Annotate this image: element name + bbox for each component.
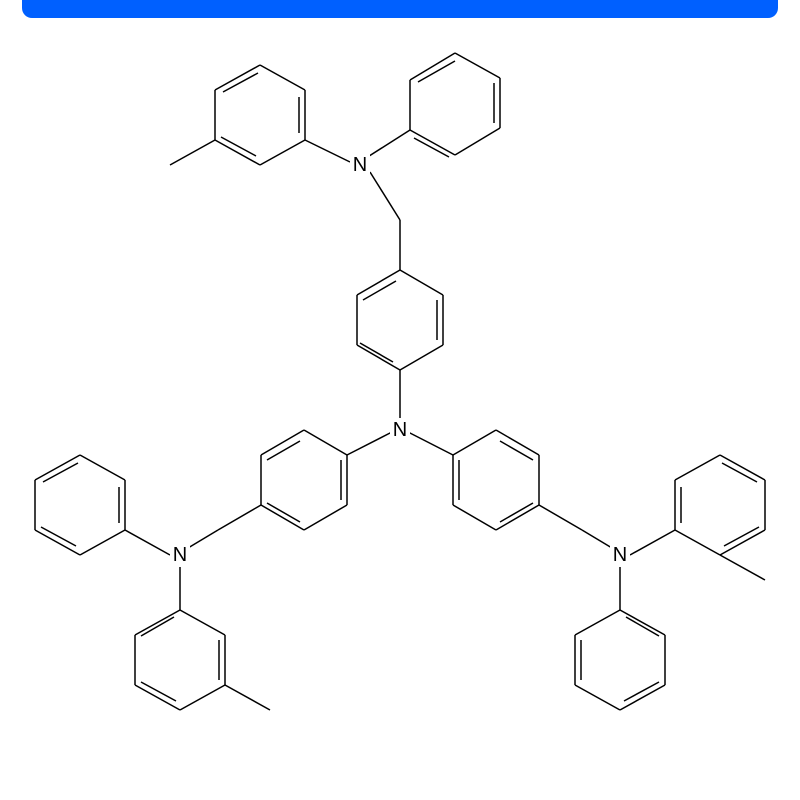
atom-label: N: [613, 544, 627, 566]
bond-line: [455, 53, 500, 78]
bond-line: [180, 610, 225, 635]
bond-line: [80, 530, 125, 555]
bond-line: [188, 530, 218, 548]
bond-line: [620, 610, 665, 635]
bond-line: [370, 172, 400, 220]
bond-line: [400, 345, 443, 370]
bond-line: [582, 530, 612, 548]
bond-line: [453, 505, 496, 530]
atoms-group: N N N N: [170, 153, 630, 567]
bond-line: [408, 432, 453, 455]
bond-line: [720, 455, 765, 480]
bond-line: [225, 685, 270, 710]
bond-line: [410, 53, 455, 80]
bond-line: [215, 65, 260, 90]
bond-line: [180, 685, 225, 710]
atom-label: N: [353, 154, 367, 176]
bond-line: [539, 505, 582, 530]
bond-line: [215, 140, 260, 165]
bond-line: [170, 140, 215, 165]
bond-line: [500, 503, 533, 522]
bond-line: [304, 430, 347, 455]
bond-line: [575, 610, 620, 635]
bond-line: [675, 530, 720, 555]
bond-line: [218, 505, 261, 530]
bond-line: [260, 65, 305, 90]
bond-line: [141, 617, 174, 636]
bond-line: [80, 455, 125, 480]
bond-line: [620, 685, 665, 710]
bond-line: [626, 617, 659, 636]
bond-line: [400, 270, 443, 295]
bonds-group: [35, 53, 765, 710]
bond-line: [720, 555, 765, 580]
bond-line: [357, 345, 400, 370]
bond-line: [630, 530, 675, 555]
bond-line: [304, 505, 347, 530]
bond-line: [410, 130, 455, 155]
bond-line: [347, 432, 392, 455]
bond-line: [720, 530, 765, 555]
bond-line: [366, 130, 410, 158]
bond-line: [261, 505, 304, 530]
bond-line: [675, 455, 720, 480]
bond-line: [35, 530, 80, 555]
bond-line: [496, 505, 539, 530]
bond-line: [575, 685, 620, 710]
bond-line: [135, 685, 180, 710]
bond-line: [267, 441, 300, 460]
bond-line: [35, 455, 80, 480]
bond-line: [360, 343, 393, 362]
bond-line: [455, 128, 500, 155]
atom-label: N: [393, 419, 407, 441]
bond-line: [500, 441, 533, 460]
bond-line: [125, 530, 170, 555]
bond-line: [453, 430, 496, 455]
chemical-structure-diagram: N N N N: [0, 0, 800, 800]
bond-line: [414, 138, 449, 157]
bond-line: [135, 610, 180, 635]
bond-line: [305, 140, 350, 162]
bond-line: [267, 503, 300, 522]
atom-label: N: [173, 544, 187, 566]
bond-line: [363, 281, 396, 300]
bond-line: [260, 140, 305, 165]
